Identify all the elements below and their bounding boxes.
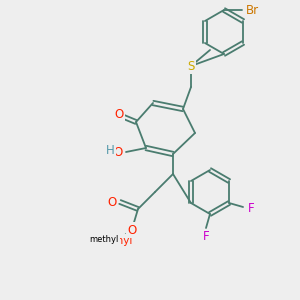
Text: Br: Br	[245, 4, 259, 16]
Text: O: O	[128, 224, 136, 236]
Text: H: H	[106, 145, 114, 158]
Text: O: O	[113, 146, 123, 158]
Text: methyl: methyl	[96, 236, 132, 246]
Text: O: O	[128, 224, 136, 236]
Text: O: O	[107, 196, 117, 208]
Text: methyl: methyl	[89, 236, 119, 244]
Text: F: F	[248, 202, 254, 215]
Text: F: F	[203, 230, 209, 244]
Text: S: S	[187, 59, 195, 73]
Text: O: O	[114, 109, 124, 122]
